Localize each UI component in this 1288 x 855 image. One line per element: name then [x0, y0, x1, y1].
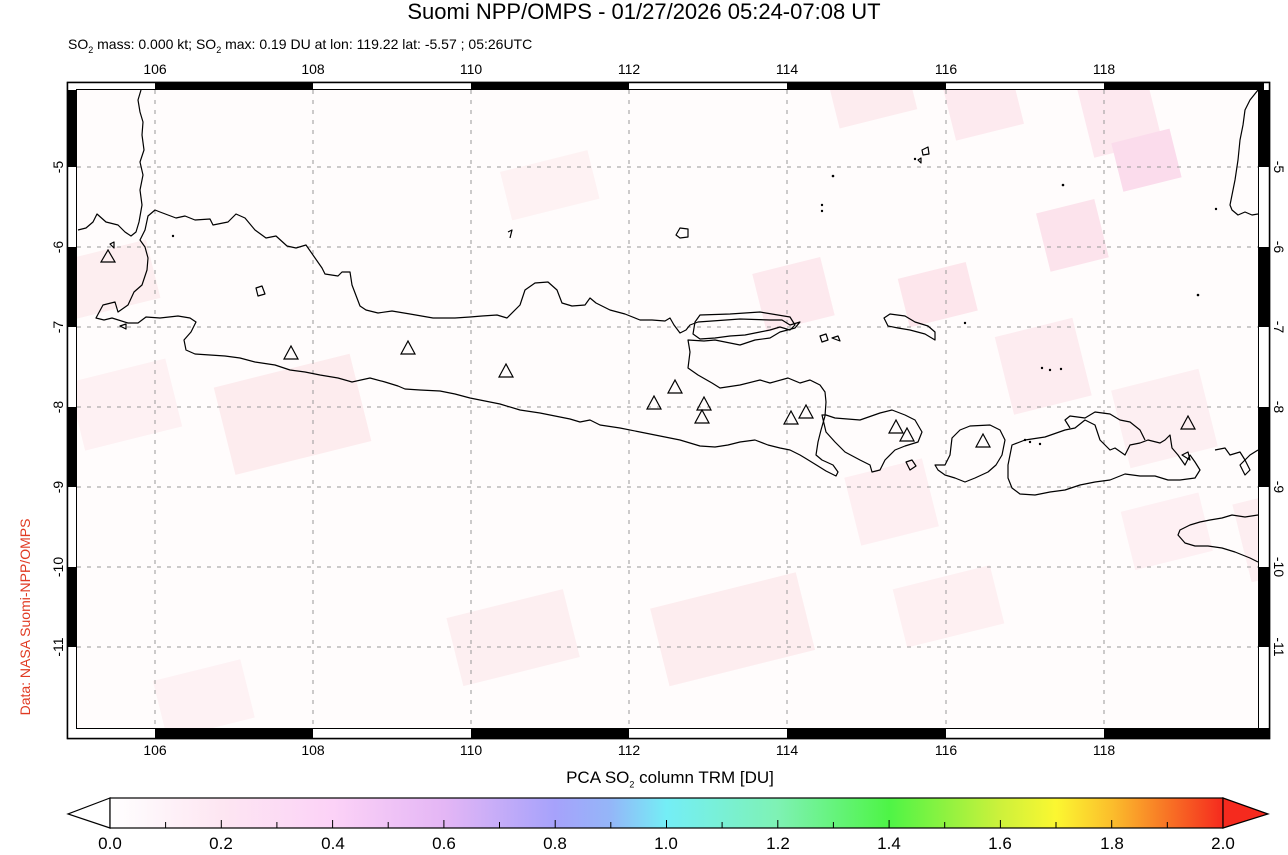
triangle-icon — [974, 432, 992, 448]
small-islets — [171, 157, 1218, 446]
so2-field — [77, 90, 1258, 728]
colorbar-min-arrow — [66, 797, 111, 829]
triangle-icon — [666, 378, 684, 394]
chart-subtitle: SO2 mass: 0.000 kt; SO2 max: 0.19 DU at … — [68, 36, 533, 55]
border-left — [68, 90, 77, 728]
gridlines — [77, 90, 1258, 728]
lon-tick-bottom: 118 — [1092, 742, 1116, 758]
lon-tick-bottom: 106 — [143, 742, 167, 758]
colorbar-label: 0.0 — [98, 834, 122, 853]
volcano-markers — [99, 248, 1197, 448]
triangle-icon — [399, 339, 417, 355]
colorbar-label: 1.6 — [988, 834, 1012, 853]
lon-tick-top: 112 — [617, 61, 641, 77]
triangle-icon — [797, 403, 815, 419]
lon-tick-top: 116 — [934, 61, 958, 77]
colorbar-label: 1.8 — [1100, 834, 1124, 853]
triangle-icon — [282, 344, 300, 360]
border-bottom — [68, 728, 1269, 738]
lon-tick-bottom: 116 — [934, 742, 958, 758]
triangle-icon — [1179, 414, 1197, 430]
chart-title: Suomi NPP/OMPS - 01/27/2026 05:24-07:08 … — [407, 0, 881, 24]
lon-tick-bottom: 112 — [617, 742, 641, 758]
lon-tick-top: 106 — [143, 61, 167, 77]
border-top — [68, 83, 1269, 90]
lon-tick-top: 110 — [459, 61, 483, 77]
colorbar-label: 1.2 — [766, 834, 790, 853]
triangle-icon — [887, 418, 905, 434]
coastlines — [77, 90, 1258, 563]
triangle-icon — [645, 394, 663, 410]
colorbar-label: 1.4 — [877, 834, 901, 853]
lon-tick-bottom: 108 — [301, 742, 325, 758]
colorbar-max-arrow — [1222, 797, 1270, 829]
lon-tick-top: 108 — [301, 61, 325, 77]
triangle-icon — [693, 408, 711, 424]
colorbar-label: 2.0 — [1211, 834, 1235, 853]
colorbar-ticks — [165, 820, 1168, 828]
colorbar — [66, 797, 1270, 829]
triangle-icon — [99, 248, 117, 263]
lon-tick-bottom: 110 — [459, 742, 483, 758]
colorbar-label: 0.4 — [321, 834, 345, 853]
triangle-icon — [695, 395, 713, 411]
lon-tick-top: 114 — [775, 61, 799, 77]
colorbar-label: 0.6 — [432, 834, 456, 853]
colorbar-label: 0.2 — [209, 834, 233, 853]
triangle-icon — [782, 409, 800, 425]
lon-tick-bottom: 114 — [775, 742, 799, 758]
triangle-icon — [497, 362, 515, 378]
triangle-icon — [898, 426, 916, 442]
border-right — [1258, 90, 1269, 728]
colorbar-label: 1.0 — [654, 834, 678, 853]
colorbar-title: PCA SO2 column TRM [DU] — [566, 768, 774, 790]
lon-tick-top: 118 — [1092, 61, 1116, 77]
colorbar-label: 0.8 — [543, 834, 567, 853]
